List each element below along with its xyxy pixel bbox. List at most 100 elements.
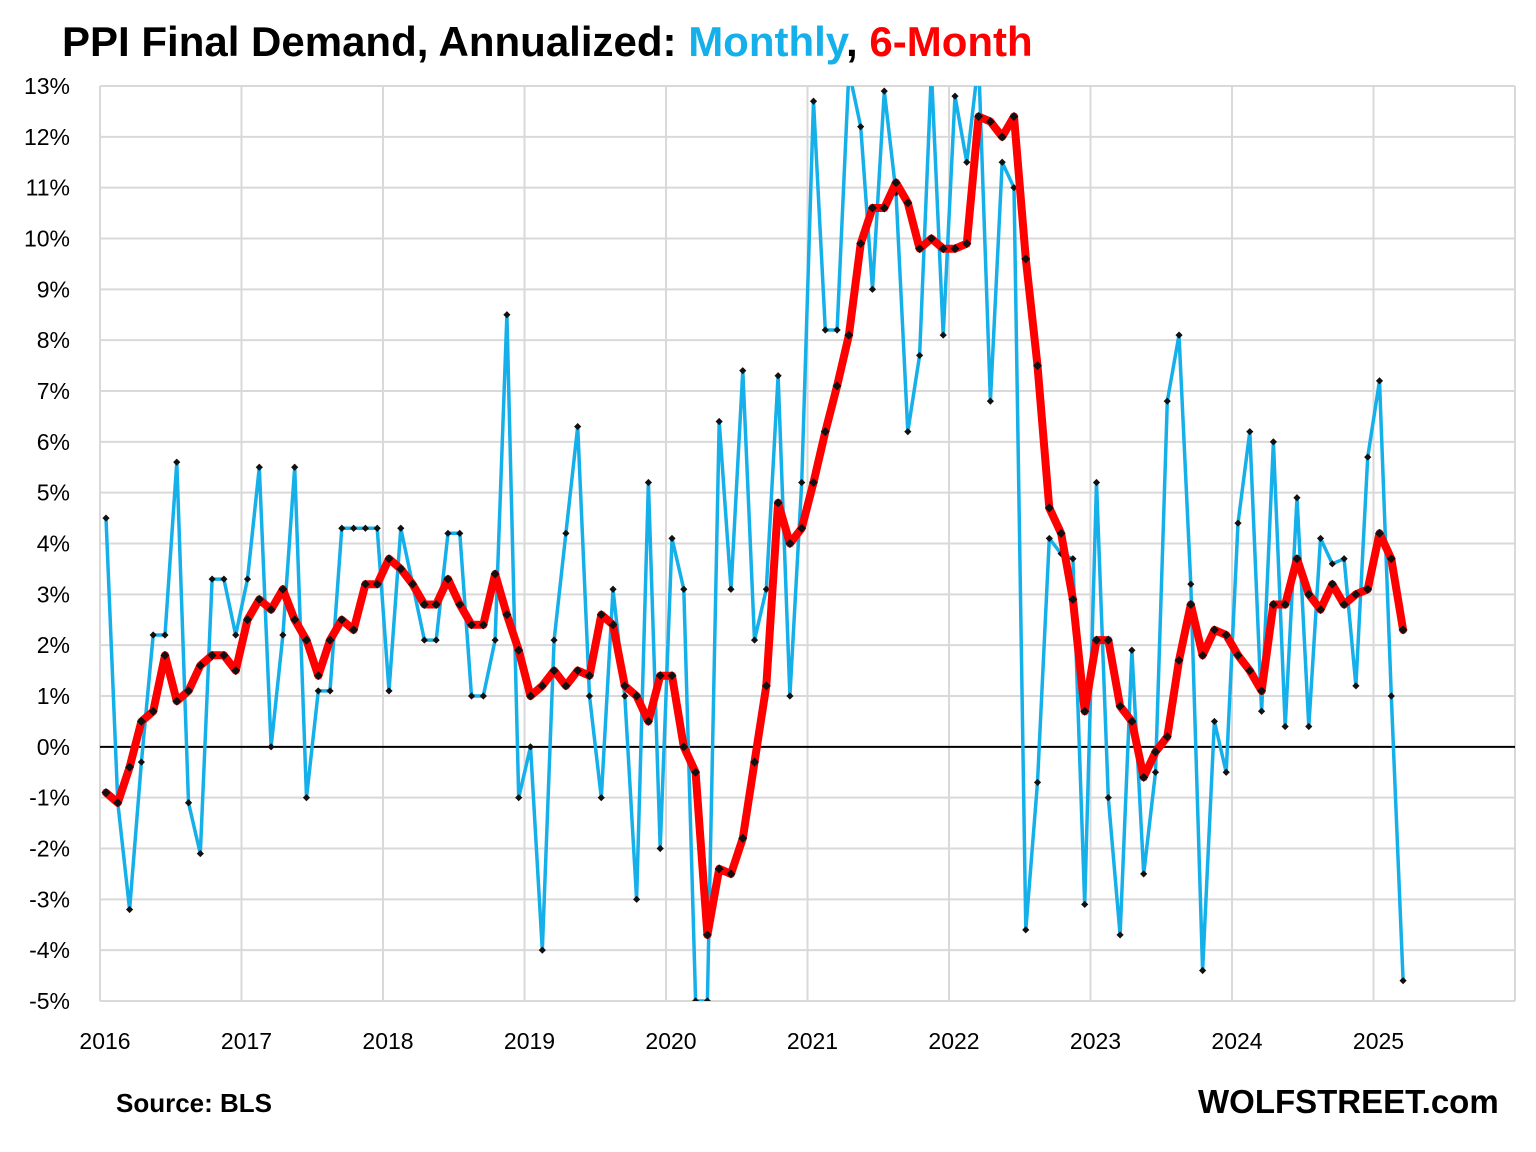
monthly-point [1305,722,1313,731]
monthly-point [432,636,440,644]
monthly-point [786,692,794,700]
monthly-point [1222,768,1230,776]
monthly-point [1081,900,1089,909]
six-month-point [1009,112,1019,121]
x-tick-label: 2021 [787,1028,838,1054]
monthly-point [928,67,935,74]
y-tick-label: 4% [37,531,70,557]
y-tick-label: 8% [37,327,70,353]
monthly-point [939,331,947,339]
monthly-point [173,458,181,466]
monthly-point [1281,722,1289,731]
y-tick-label: 3% [37,581,70,607]
six-month-point [1398,625,1408,635]
six-month-point [1280,600,1290,609]
six-month-point [537,681,547,691]
six-month-point [1304,589,1314,599]
monthly-point [1092,478,1101,487]
monthly-point [1387,692,1395,700]
title-separator: , [846,18,870,65]
six-month-point [502,610,512,620]
six-month-point [1174,655,1184,665]
monthly-point [1375,377,1384,385]
monthly-point [574,422,582,431]
six-month-point [844,330,854,340]
six-month-point [290,615,300,625]
y-tick-label: 5% [37,480,70,506]
six-month-point [738,833,748,843]
monthly-point [1022,926,1030,934]
y-tick-label: -2% [29,836,70,862]
monthly-point [267,743,275,751]
six-month-point [773,498,783,508]
six-month-point [549,666,559,676]
monthly-point [1151,768,1160,776]
six-month-point [1363,584,1373,594]
y-tick-label: 6% [37,429,70,455]
monthly-point [1045,534,1053,543]
monthly-point [491,636,499,644]
monthly-point [208,575,216,583]
plot-area [101,57,1408,1001]
monthly-point [385,687,393,695]
monthly-point [467,692,476,700]
monthly-point [125,905,134,914]
six-month-point [1245,666,1255,676]
monthly-point [833,326,841,334]
monthly-point [609,585,617,593]
six-month-point [1044,503,1054,513]
six-month-point [1080,706,1090,716]
monthly-point [597,794,605,802]
six-month-point [809,478,818,487]
six-month-point [384,554,394,564]
six-month-point [455,600,465,609]
six-month-point [667,671,677,681]
y-axis-tick-labels: -5% -4% -3% -2% -1% 0% 1% 2% 3% 4% 5% 6% 7% 8% 9% 10% 11… [24,73,70,1014]
monthly-point [1163,397,1171,405]
six-month-point [254,594,264,604]
y-tick-label: 10% [24,226,70,252]
monthly-point [361,524,370,532]
six-month-point [1351,589,1361,599]
monthly-point [951,92,959,100]
six-month-point [1221,630,1231,640]
monthly-point [998,158,1006,166]
six-month-point [867,203,877,213]
six-month-point [1162,732,1172,742]
six-month-point [962,239,972,249]
monthly-point [456,529,464,537]
six-month-point [620,681,630,691]
monthly-point [350,524,358,532]
monthly-point [232,631,240,639]
six-month-point [490,569,500,579]
six-month-point [526,691,535,701]
monthly-point [821,326,829,334]
monthly-point [668,534,676,543]
y-tick-label: 12% [24,124,70,150]
six-month-point [136,716,146,726]
monthly-point [727,585,735,593]
y-tick-label: 13% [24,73,70,99]
six-month-point [714,864,724,874]
six-month-point [278,584,288,594]
six-month-point [1257,686,1267,696]
six-month-point [950,244,960,254]
six-month-point [101,788,111,798]
six-month-point [478,620,488,630]
six-month-point [820,427,830,437]
six-month-point [1198,650,1208,660]
monthly-point [302,794,311,802]
monthly-point [137,758,145,766]
monthly-point [338,524,346,532]
x-axis-tick-labels: 2016 2017 2018 2019 2020 2021 2022 2023 2024 2025 [79,1028,1404,1054]
monthly-point [703,997,711,1001]
six-month-point [561,681,571,691]
six-month-point [1339,600,1349,609]
monthly-point [963,158,971,166]
x-tick-label: 2017 [221,1028,272,1054]
six-month-point [301,635,311,645]
monthly-point [656,844,664,853]
monthly-point [975,57,982,64]
six-month-point [160,650,170,660]
six-month-point [1092,635,1101,645]
